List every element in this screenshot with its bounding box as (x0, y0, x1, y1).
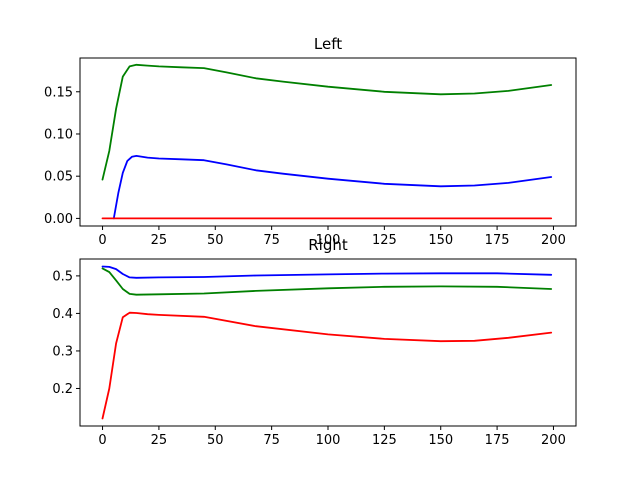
right-series-lines (101, 265, 553, 420)
left-y-tick-label: 0.10 (44, 127, 73, 142)
right-series-1-line (101, 265, 553, 279)
right-y-tick-label: 0.5 (52, 269, 73, 284)
left-x-tick-label: 175 (485, 233, 510, 248)
right-series-2-line (101, 267, 553, 296)
right-x-tick-label: 50 (207, 433, 224, 448)
left-x-tick-label: 100 (316, 233, 341, 248)
right-x-tick-label: 75 (263, 433, 280, 448)
right-y-tick-label: 0.4 (52, 307, 73, 322)
right-ticks: 0 25 50 75 100 125 150 175 200 0.2 0.3 0.4 0.5 (52, 269, 566, 448)
right-y-tick-label: 0.3 (52, 344, 73, 359)
left-panel: Left 0 25 50 75 100 125 150 175 2000.000.050.100… (44, 35, 577, 248)
left-x-tick-label: 25 (151, 233, 168, 248)
right-series-3-line (101, 311, 553, 420)
right-x-tick-label: 100 (316, 433, 341, 448)
right-y-tick-label: 0.2 (52, 382, 73, 397)
right-panel: 0 25 50 75 100 125 150 175 200 0.2 0.3 0.4 0.5 Right (52, 236, 577, 448)
left-x-tick-label: 150 (428, 233, 453, 248)
right-x-tick-label: 25 (151, 433, 168, 448)
right-x-tick-label: 125 (372, 433, 397, 448)
right-panel-title: Right (308, 236, 348, 254)
left-series-2-line (101, 63, 553, 181)
left-panel-title: Left (314, 35, 342, 53)
left-x-tick-label: 75 (263, 233, 280, 248)
right-x-tick-label: 200 (541, 433, 566, 448)
left-series-lines (101, 63, 553, 220)
left-axes-frame (79, 57, 577, 227)
right-x-tick-label: 0 (98, 433, 106, 448)
left-x-tick-label: 50 (207, 233, 224, 248)
left-series-1-line (112, 154, 553, 220)
left-x-tick-label: 125 (372, 233, 397, 248)
right-axes-frame (79, 258, 577, 427)
left-x-tick-label: 0 (98, 233, 106, 248)
left-y-tick-label: 0.00 (44, 212, 73, 227)
right-x-tick-label: 150 (428, 433, 453, 448)
left-y-tick-label: 0.05 (44, 170, 73, 185)
left-x-tick-label: 200 (541, 233, 566, 248)
left-ticks: 0 25 50 75 100 125 150 175 200 0.00 0.05 0.10 0.15 (44, 85, 566, 248)
right-x-tick-label: 175 (485, 433, 510, 448)
left-y-tick-label: 0.15 (44, 85, 73, 100)
